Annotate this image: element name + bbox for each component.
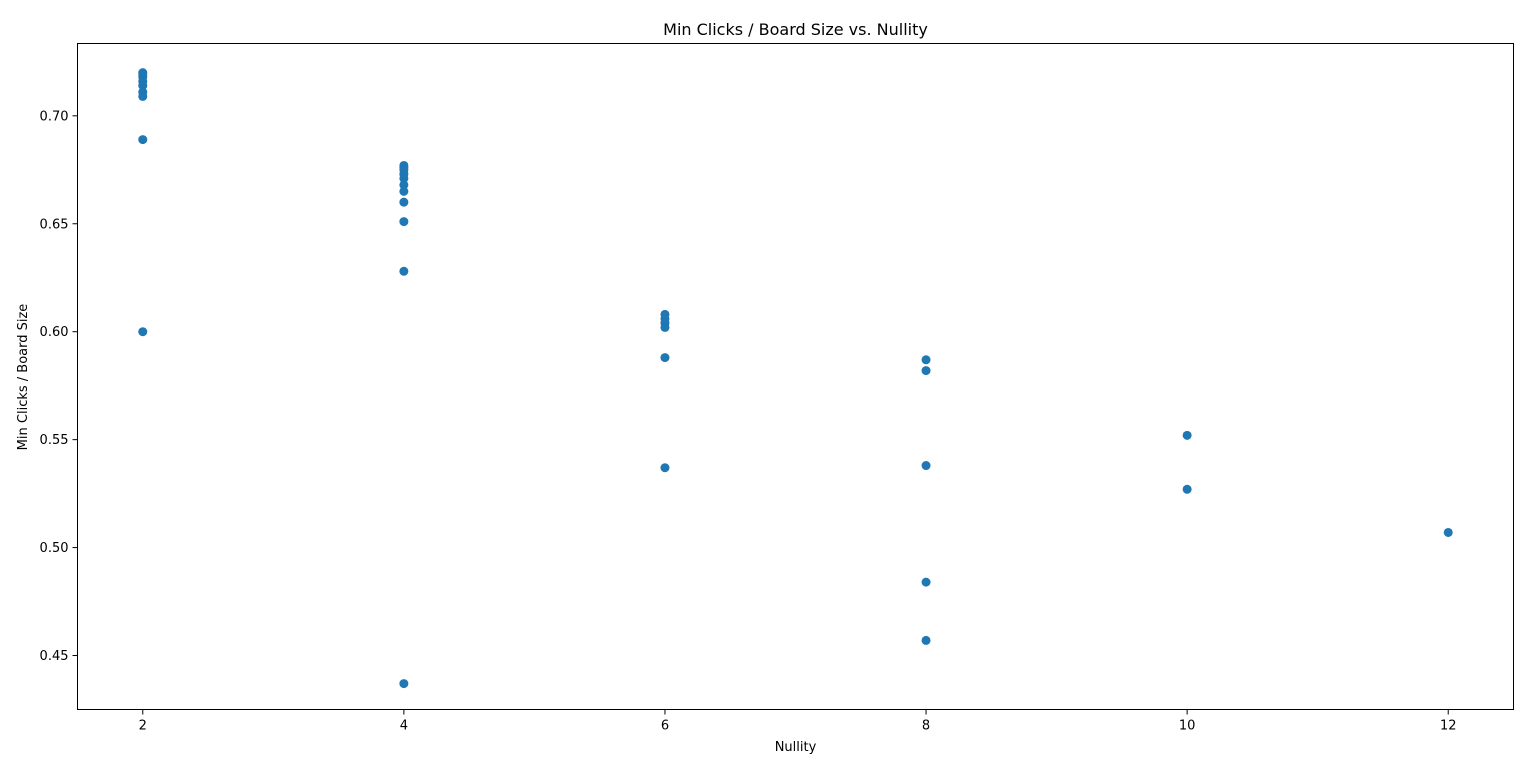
- data-point: [138, 81, 148, 91]
- data-point: [399, 266, 409, 276]
- data-point: [1182, 430, 1192, 440]
- data-point: [660, 353, 670, 363]
- data-point: [138, 327, 148, 337]
- data-point: [399, 180, 409, 190]
- y-tick-label: 0.70: [40, 109, 69, 124]
- data-point: [921, 635, 931, 645]
- data-point: [921, 461, 931, 471]
- y-axis: 0.45 0.50 0.55 0.60 0.65 0.70: [40, 109, 78, 664]
- x-tick-label: 4: [400, 719, 408, 734]
- axes-frame: [77, 43, 1514, 710]
- y-tick-label: 0.50: [40, 541, 69, 556]
- data-point: [399, 186, 409, 196]
- data-point: [921, 366, 931, 376]
- x-tick-label: 12: [1440, 719, 1457, 734]
- data-points: [138, 68, 1453, 689]
- data-point: [921, 577, 931, 587]
- x-axis: 2 4 6 8 10 12: [139, 709, 1457, 734]
- data-point: [399, 679, 409, 689]
- data-point: [138, 91, 148, 101]
- x-tick-label: 10: [1179, 719, 1196, 734]
- x-tick-label: 8: [922, 719, 930, 734]
- data-point: [399, 173, 409, 183]
- data-point: [399, 217, 409, 227]
- y-tick-label: 0.65: [40, 217, 69, 232]
- chart-title: Min Clicks / Board Size vs. Nullity: [663, 20, 928, 39]
- y-tick-label: 0.55: [40, 433, 69, 448]
- data-point: [921, 355, 931, 365]
- data-point: [138, 135, 148, 145]
- y-tick-label: 0.60: [40, 325, 69, 340]
- data-point: [1182, 484, 1192, 494]
- data-point: [399, 197, 409, 207]
- x-axis-label: Nullity: [775, 740, 817, 755]
- x-tick-label: 6: [661, 719, 669, 734]
- x-tick-label: 2: [139, 719, 147, 734]
- data-point: [660, 322, 670, 332]
- data-point: [660, 463, 670, 473]
- data-point: [1443, 527, 1453, 537]
- y-axis-label: Min Clicks / Board Size: [16, 304, 31, 451]
- y-tick-label: 0.45: [40, 649, 69, 664]
